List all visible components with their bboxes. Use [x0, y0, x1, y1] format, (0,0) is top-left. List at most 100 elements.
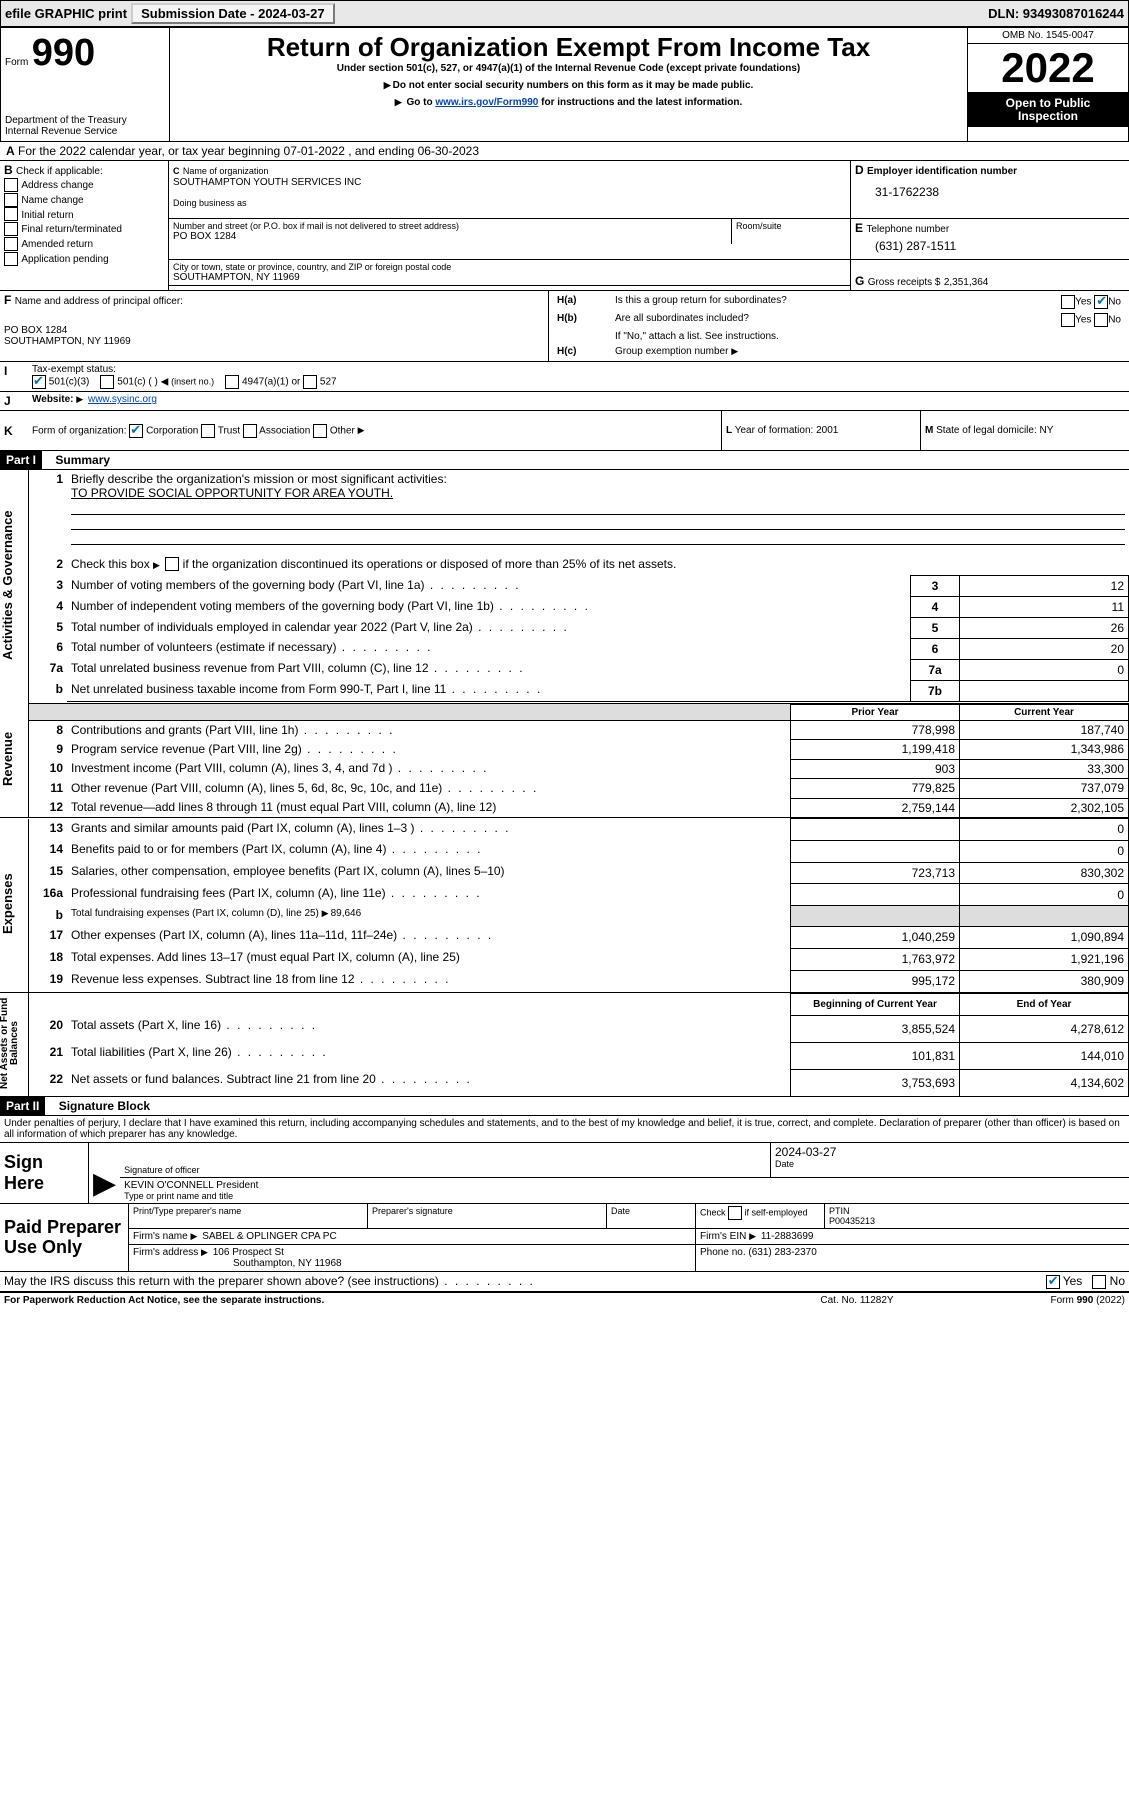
- sign-date-label: Date: [775, 1159, 1125, 1169]
- cb-527[interactable]: [303, 375, 317, 389]
- k-label: K: [0, 411, 28, 451]
- k-arrow: [358, 425, 367, 436]
- m-text: State of legal domicile:: [936, 425, 1037, 436]
- cb-ha-yes[interactable]: [1061, 295, 1075, 309]
- firm-ein: 11-2883699: [761, 1231, 814, 1242]
- r11p: 779,825: [791, 779, 960, 798]
- hdr-current-year: Current Year: [960, 704, 1129, 720]
- py-cy-header: Revenue Prior Year Current Year 8Contrib…: [0, 704, 1129, 819]
- goto-arrow: [395, 97, 404, 108]
- line-a-label: A: [6, 144, 15, 158]
- e17p: 1,040,259: [791, 926, 960, 948]
- cb-name-change[interactable]: [4, 193, 18, 207]
- ein-arrow: [749, 1231, 758, 1242]
- row-12: 12Total revenue—add lines 8 through 11 (…: [0, 798, 1129, 817]
- l7b-num: b: [29, 680, 68, 701]
- pp-h4: Check: [700, 1207, 726, 1217]
- cb-4947[interactable]: [225, 375, 239, 389]
- cb-hb-yes[interactable]: [1061, 313, 1075, 327]
- l3-val: 12: [960, 576, 1129, 597]
- addr-arrow: [201, 1247, 210, 1258]
- cb-ha-no[interactable]: [1094, 295, 1108, 309]
- l6-num: 6: [29, 638, 68, 659]
- i-text: Tax-exempt status:: [32, 364, 116, 375]
- n21t: Total liabilities (Part X, line 26): [71, 1045, 328, 1059]
- l1-val: TO PROVIDE SOCIAL OPPORTUNITY FOR AREA Y…: [71, 486, 393, 500]
- e13c: 0: [960, 819, 1129, 841]
- e-text: Telephone number: [866, 224, 949, 235]
- opt-527: 527: [320, 377, 337, 388]
- goto-post: for instructions and the latest informat…: [541, 97, 742, 108]
- otp-line2: Inspection: [1018, 109, 1078, 123]
- cb-501c[interactable]: [100, 375, 114, 389]
- cb-discuss-yes[interactable]: [1046, 1275, 1060, 1289]
- ein-label: Firm's EIN: [700, 1231, 746, 1242]
- cb-corp[interactable]: [129, 424, 143, 438]
- r10t: Investment income (Part VIII, column (A)…: [71, 761, 488, 775]
- m-label: M: [925, 425, 933, 436]
- cb-address-change[interactable]: [4, 178, 18, 192]
- e18t: Total expenses. Add lines 13–17 (must eq…: [71, 950, 460, 964]
- n22p: 3,753,693: [791, 1070, 960, 1097]
- hc-text: Group exemption number: [615, 346, 728, 357]
- l1-txt: Briefly describe the organization's miss…: [71, 472, 447, 486]
- l4-num: 4: [29, 597, 68, 618]
- form-word: Form: [5, 57, 28, 68]
- street-value: PO BOX 1284: [173, 231, 727, 242]
- pp-h1: Print/Type preparer's name: [129, 1204, 368, 1229]
- r11n: 11: [29, 779, 68, 798]
- sign-date-val: 2024-03-27: [775, 1145, 1125, 1159]
- vert-rev: Revenue: [0, 704, 15, 814]
- net-assets-table: Net Assets or Fund Balances Beginning of…: [0, 993, 1129, 1098]
- hdr-prior-year: Prior Year: [791, 704, 960, 720]
- cb-amended-return[interactable]: [4, 237, 18, 251]
- l3-txt: Number of voting members of the governin…: [71, 578, 521, 592]
- opt-address-change: Address change: [21, 180, 93, 191]
- l7a-txt: Total unrelated business revenue from Pa…: [71, 661, 525, 675]
- row-11: 11Other revenue (Part VIII, column (A), …: [0, 779, 1129, 798]
- opt-other: Other: [330, 425, 355, 436]
- l1-num: 1: [29, 470, 68, 555]
- r11t: Other revenue (Part VIII, column (A), li…: [71, 781, 538, 795]
- f-h-block: F Name and address of principal officer:…: [0, 291, 1129, 361]
- paid-preparer-table: Paid Preparer Use Only Print/Type prepar…: [0, 1204, 1129, 1272]
- cb-trust[interactable]: [201, 424, 215, 438]
- e19t: Revenue less expenses. Subtract line 18 …: [71, 972, 451, 986]
- i-j-block: I Tax-exempt status: 501(c)(3) 501(c) ( …: [0, 361, 1129, 391]
- cb-application-pending[interactable]: [4, 252, 18, 266]
- cb-assoc[interactable]: [243, 424, 257, 438]
- cb-initial-return[interactable]: [4, 207, 18, 221]
- pra-notice: For Paperwork Reduction Act Notice, see …: [0, 1293, 753, 1308]
- e16bt: Total fundraising expenses (Part IX, col…: [71, 908, 319, 919]
- n22n: 22: [29, 1070, 68, 1097]
- website-link[interactable]: www.sysinc.org: [88, 394, 157, 405]
- ha-no: No: [1108, 297, 1121, 308]
- cb-hb-no[interactable]: [1094, 313, 1108, 327]
- cb-self-employed[interactable]: [728, 1206, 742, 1220]
- l7a-num: 7a: [29, 659, 68, 680]
- cb-other[interactable]: [313, 424, 327, 438]
- r12n: 12: [29, 798, 68, 817]
- page-footer: For Paperwork Reduction Act Notice, see …: [0, 1293, 1129, 1308]
- r9t: Program service revenue (Part VIII, line…: [71, 742, 398, 756]
- e13t: Grants and similar amounts paid (Part IX…: [71, 821, 511, 835]
- addr2: Southampton, NY 11968: [133, 1258, 691, 1269]
- cb-501c3[interactable]: [32, 375, 46, 389]
- street-label: Number and street (or P.O. box if mail i…: [173, 221, 727, 231]
- cb-discuss-no[interactable]: [1092, 1275, 1106, 1289]
- opt-501c3: 501(c)(3): [49, 377, 90, 388]
- opt-initial-return: Initial return: [21, 210, 73, 221]
- b-intro: Check if applicable:: [16, 166, 103, 177]
- ha-text: Is this a group return for subordinates?: [611, 293, 987, 311]
- e16at: Professional fundraising fees (Part IX, …: [71, 886, 482, 900]
- part-i-badge: Part I: [0, 451, 42, 469]
- irs-link[interactable]: www.irs.gov/Form990: [435, 97, 538, 108]
- row-14: 14Benefits paid to or for members (Part …: [0, 840, 1129, 862]
- cb-line2[interactable]: [165, 557, 179, 571]
- l3-num: 3: [29, 576, 68, 597]
- row-6: 6 Total number of volunteers (estimate i…: [0, 638, 1129, 659]
- r10n: 10: [29, 759, 68, 778]
- l2-num: 2: [29, 555, 68, 576]
- l5-val: 26: [960, 618, 1129, 639]
- cb-final-return[interactable]: [4, 222, 18, 236]
